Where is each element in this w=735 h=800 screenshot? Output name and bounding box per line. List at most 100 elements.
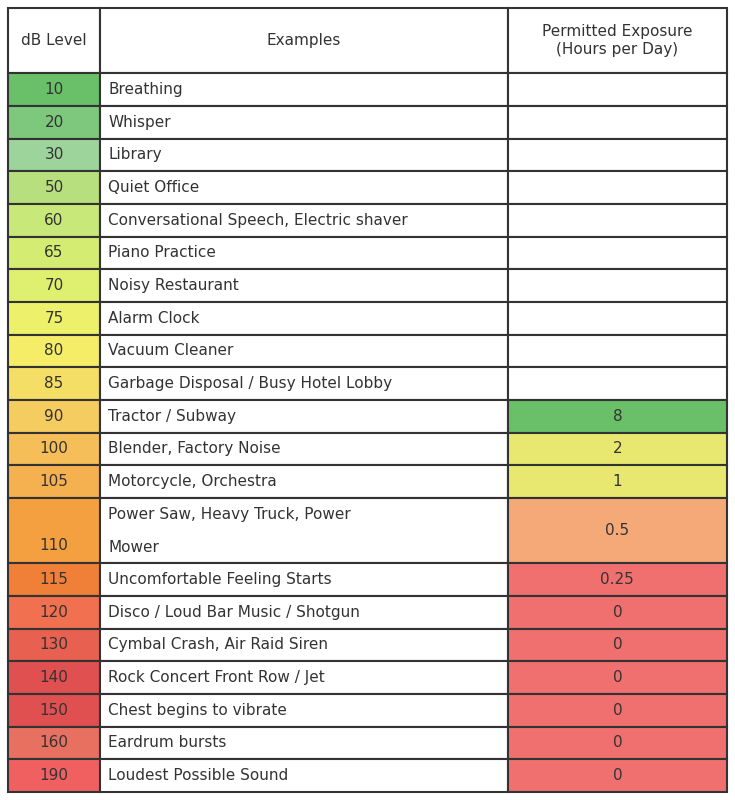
- Text: 140: 140: [40, 670, 68, 685]
- Bar: [8, 334, 100, 367]
- Bar: [100, 726, 508, 759]
- Text: 105: 105: [40, 474, 68, 489]
- Bar: [508, 237, 727, 270]
- Bar: [8, 596, 100, 629]
- Text: 10: 10: [44, 82, 64, 97]
- Text: 115: 115: [40, 572, 68, 587]
- Text: 90: 90: [44, 409, 64, 424]
- Text: 0.25: 0.25: [600, 572, 634, 587]
- Text: Tractor / Subway: Tractor / Subway: [108, 409, 236, 424]
- Bar: [8, 563, 100, 596]
- Bar: [8, 302, 100, 334]
- Text: Quiet Office: Quiet Office: [108, 180, 199, 195]
- Text: 100: 100: [40, 442, 68, 457]
- Text: 160: 160: [40, 735, 68, 750]
- Text: Uncomfortable Feeling Starts: Uncomfortable Feeling Starts: [108, 572, 331, 587]
- Text: 2: 2: [612, 442, 622, 457]
- Text: 110: 110: [40, 538, 68, 553]
- Bar: [508, 270, 727, 302]
- Text: 75: 75: [44, 311, 64, 326]
- Bar: [8, 367, 100, 400]
- Text: 65: 65: [44, 246, 64, 261]
- Text: Piano Practice: Piano Practice: [108, 246, 216, 261]
- Text: 0: 0: [612, 670, 622, 685]
- Bar: [100, 466, 508, 498]
- Text: Whisper: Whisper: [108, 115, 171, 130]
- Text: 190: 190: [40, 768, 68, 783]
- Text: 70: 70: [44, 278, 64, 293]
- Bar: [100, 498, 508, 563]
- Bar: [100, 433, 508, 466]
- Text: 80: 80: [44, 343, 64, 358]
- Text: 0: 0: [612, 703, 622, 718]
- Bar: [8, 204, 100, 237]
- Text: Examples: Examples: [267, 33, 341, 48]
- Text: 150: 150: [40, 703, 68, 718]
- Text: 120: 120: [40, 605, 68, 620]
- Bar: [8, 726, 100, 759]
- Text: Alarm Clock: Alarm Clock: [108, 311, 199, 326]
- Text: Breathing: Breathing: [108, 82, 183, 97]
- Bar: [508, 74, 727, 106]
- Text: Chest begins to vibrate: Chest begins to vibrate: [108, 703, 287, 718]
- Bar: [508, 204, 727, 237]
- Text: Eardrum bursts: Eardrum bursts: [108, 735, 226, 750]
- Bar: [8, 400, 100, 433]
- Bar: [8, 759, 100, 792]
- Text: 0: 0: [612, 638, 622, 653]
- Bar: [100, 8, 508, 74]
- Text: 85: 85: [44, 376, 64, 391]
- Bar: [508, 629, 727, 662]
- Bar: [100, 204, 508, 237]
- Text: 130: 130: [40, 638, 68, 653]
- Text: Disco / Loud Bar Music / Shotgun: Disco / Loud Bar Music / Shotgun: [108, 605, 360, 620]
- Bar: [100, 138, 508, 171]
- Text: Motorcycle, Orchestra: Motorcycle, Orchestra: [108, 474, 277, 489]
- Bar: [508, 171, 727, 204]
- Bar: [100, 106, 508, 138]
- Bar: [8, 138, 100, 171]
- Text: Mower: Mower: [108, 539, 159, 554]
- Text: Blender, Factory Noise: Blender, Factory Noise: [108, 442, 281, 457]
- Bar: [8, 498, 100, 563]
- Text: Garbage Disposal / Busy Hotel Lobby: Garbage Disposal / Busy Hotel Lobby: [108, 376, 392, 391]
- Text: Library: Library: [108, 147, 162, 162]
- Text: Cymbal Crash, Air Raid Siren: Cymbal Crash, Air Raid Siren: [108, 638, 328, 653]
- Text: 60: 60: [44, 213, 64, 228]
- Bar: [100, 334, 508, 367]
- Bar: [8, 433, 100, 466]
- Bar: [508, 433, 727, 466]
- Bar: [8, 106, 100, 138]
- Bar: [508, 138, 727, 171]
- Bar: [508, 367, 727, 400]
- Bar: [8, 466, 100, 498]
- Bar: [508, 563, 727, 596]
- Bar: [100, 74, 508, 106]
- Bar: [100, 367, 508, 400]
- Bar: [508, 759, 727, 792]
- Bar: [508, 498, 727, 563]
- Bar: [100, 237, 508, 270]
- Text: Rock Concert Front Row / Jet: Rock Concert Front Row / Jet: [108, 670, 325, 685]
- Bar: [100, 596, 508, 629]
- Bar: [100, 563, 508, 596]
- Bar: [508, 596, 727, 629]
- Text: 1: 1: [612, 474, 622, 489]
- Text: Conversational Speech, Electric shaver: Conversational Speech, Electric shaver: [108, 213, 408, 228]
- Bar: [100, 662, 508, 694]
- Bar: [8, 171, 100, 204]
- Bar: [8, 74, 100, 106]
- Bar: [8, 8, 100, 74]
- Bar: [8, 629, 100, 662]
- Bar: [508, 694, 727, 726]
- Text: Power Saw, Heavy Truck, Power: Power Saw, Heavy Truck, Power: [108, 507, 351, 522]
- Bar: [8, 662, 100, 694]
- Text: dB Level: dB Level: [21, 33, 87, 48]
- Bar: [508, 8, 727, 74]
- Text: 0: 0: [612, 768, 622, 783]
- Text: Permitted Exposure
(Hours per Day): Permitted Exposure (Hours per Day): [542, 24, 692, 58]
- Bar: [508, 466, 727, 498]
- Text: 0: 0: [612, 735, 622, 750]
- Bar: [8, 270, 100, 302]
- Bar: [100, 270, 508, 302]
